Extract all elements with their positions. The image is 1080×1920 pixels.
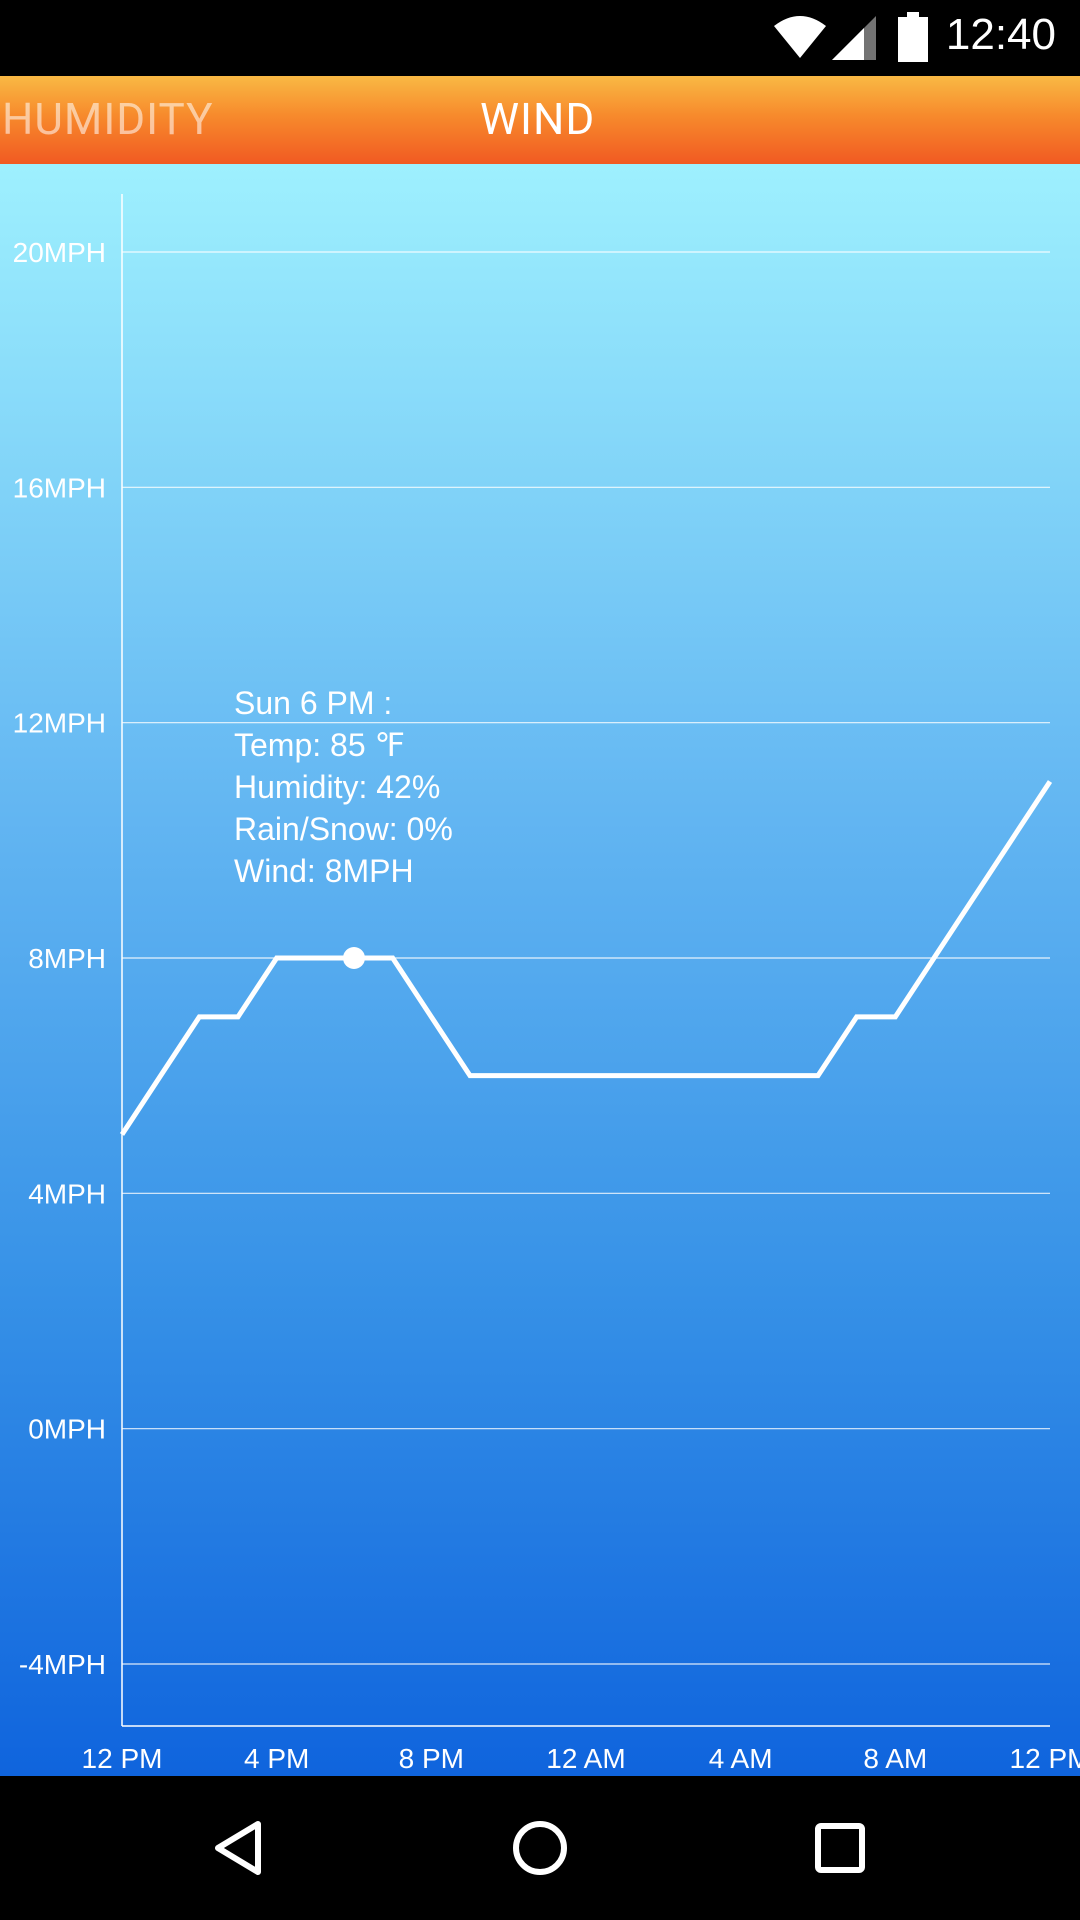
status-time: 12:40 [945,10,1056,59]
y-tick-label: 4MPH [28,1178,106,1209]
tooltip-temp: Temp: 85 ℉ [234,727,405,763]
x-tick-label: 8 AM [863,1743,927,1774]
tooltip-title: Sun 6 PM : [234,685,393,721]
nav-bar [0,1776,1080,1920]
y-tick-label: 12MPH [13,708,106,739]
x-tick-label: 4 PM [244,1743,309,1774]
tab-bar: HUMIDITY WIND [0,76,1080,164]
back-icon[interactable] [194,1802,286,1894]
recents-icon[interactable] [794,1802,886,1894]
tooltip-humidity: Humidity: 42% [234,769,441,805]
wind-chart[interactable]: 20MPH 16MPH 12MPH 8MPH 4MPH 0MPH -4MPH 12 PM 4 P… [0,164,1080,1776]
chart-tooltip: Sun 6 PM : Temp: 85 ℉ Humidity: 42% Rain… [234,682,453,892]
tooltip-wind: Wind: 8MPH [234,853,414,889]
y-tick-label: 20MPH [13,237,106,268]
tooltip-precip: Rain/Snow: 0% [234,811,453,847]
y-tick-label: 0MPH [28,1414,106,1445]
highlight-point [343,947,365,969]
wifi-icon [774,16,826,58]
chart-svg: 20MPH 16MPH 12MPH 8MPH 4MPH 0MPH -4MPH 12 PM 4 P… [13,194,1080,1774]
x-tick-label: 12 AM [546,1743,625,1774]
signal-icon [832,16,876,60]
y-tick-label: -4MPH [19,1649,106,1680]
x-tick-label: 12 PM [82,1743,163,1774]
x-tick-label: 12 PM [1010,1743,1080,1774]
y-tick-label: 16MPH [13,472,106,503]
x-tick-label: 8 PM [399,1743,464,1774]
tab-wind[interactable]: WIND [480,93,596,145]
wind-series-line [119,780,1053,1136]
battery-icon [898,12,928,62]
status-bar: 12:40 [0,0,1080,76]
x-tick-label: 4 AM [709,1743,773,1774]
y-tick-label: 8MPH [28,943,106,974]
home-icon[interactable] [494,1802,586,1894]
tab-humidity[interactable]: HUMIDITY [2,93,214,145]
